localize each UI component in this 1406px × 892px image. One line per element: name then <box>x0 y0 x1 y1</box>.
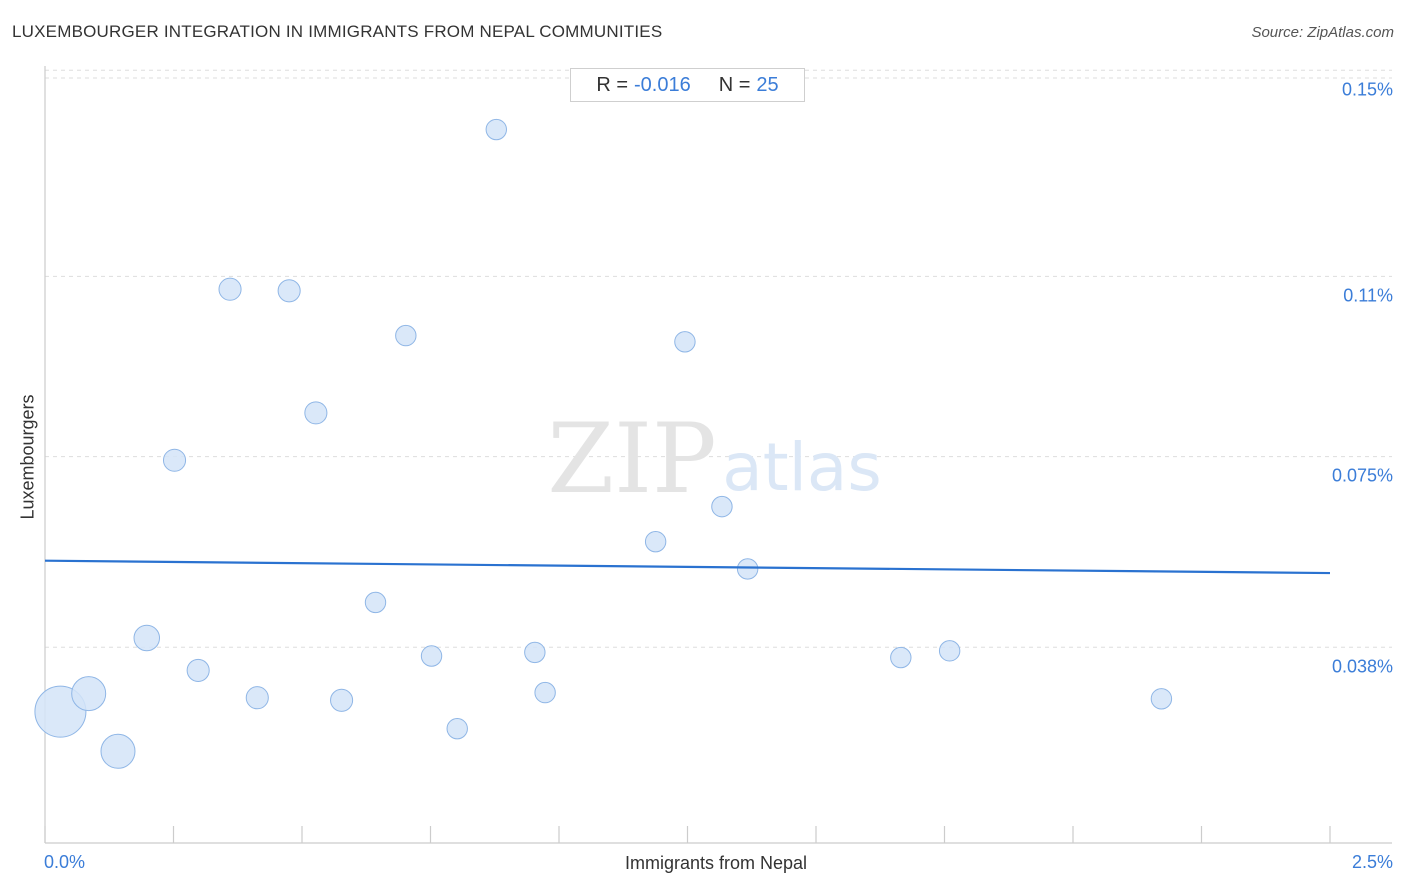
data-point <box>364 591 387 614</box>
chart-title: LUXEMBOURGER INTEGRATION IN IMMIGRANTS F… <box>12 22 663 41</box>
x-tick-label-min: 0.0% <box>44 852 86 872</box>
data-point <box>304 401 328 425</box>
r-value: -0.016 <box>634 73 691 96</box>
y-tick-label: 0.038% <box>1332 656 1393 676</box>
data-point <box>218 277 242 301</box>
y-tick-label: 0.11% <box>1343 285 1393 305</box>
x-axis-label: Immigrants from Nepal <box>624 853 808 873</box>
data-point <box>711 495 733 518</box>
r-label: R = <box>596 73 629 96</box>
data-point <box>277 279 301 303</box>
trendline <box>44 559 1331 575</box>
watermark-atlas: atlas <box>722 429 882 506</box>
axes <box>44 66 1392 844</box>
data-point <box>938 640 961 662</box>
data-point <box>71 676 107 712</box>
data-point <box>644 530 667 553</box>
n-label: N = <box>718 73 751 96</box>
data-point <box>330 688 354 712</box>
data-point <box>186 658 210 682</box>
data-point <box>534 681 556 704</box>
y-tick-label: 0.075% <box>1332 466 1393 486</box>
data-point <box>1150 688 1173 710</box>
x-tick-label-max: 2.5% <box>1351 852 1393 872</box>
source-label: Source: ZipAtlas.com <box>1251 24 1394 41</box>
data-point <box>395 324 417 347</box>
data-point <box>133 624 161 652</box>
data-point <box>485 118 507 141</box>
data-point <box>162 448 187 472</box>
watermark: ZIP atlas <box>547 403 881 515</box>
trend-line <box>44 559 1331 575</box>
data-point <box>736 558 759 580</box>
stats-box: R = -0.016 N = 25 <box>570 68 805 102</box>
watermark-zip: ZIP <box>547 403 716 515</box>
data-point <box>890 646 912 669</box>
y-axis-label: Luxembourgers <box>17 394 38 520</box>
data-point <box>100 733 136 769</box>
data-point <box>524 641 546 664</box>
data-point <box>245 686 269 710</box>
data-point <box>674 331 696 353</box>
grid-lines <box>45 69 1392 648</box>
data-point <box>446 717 468 740</box>
y-tick-label: 0.15% <box>1342 79 1393 99</box>
data-point <box>420 645 443 667</box>
data-points <box>34 118 1173 769</box>
y-tick-labels: 0.038% 0.075% 0.11% 0.15% <box>1332 79 1393 676</box>
n-value: 25 <box>756 73 779 96</box>
